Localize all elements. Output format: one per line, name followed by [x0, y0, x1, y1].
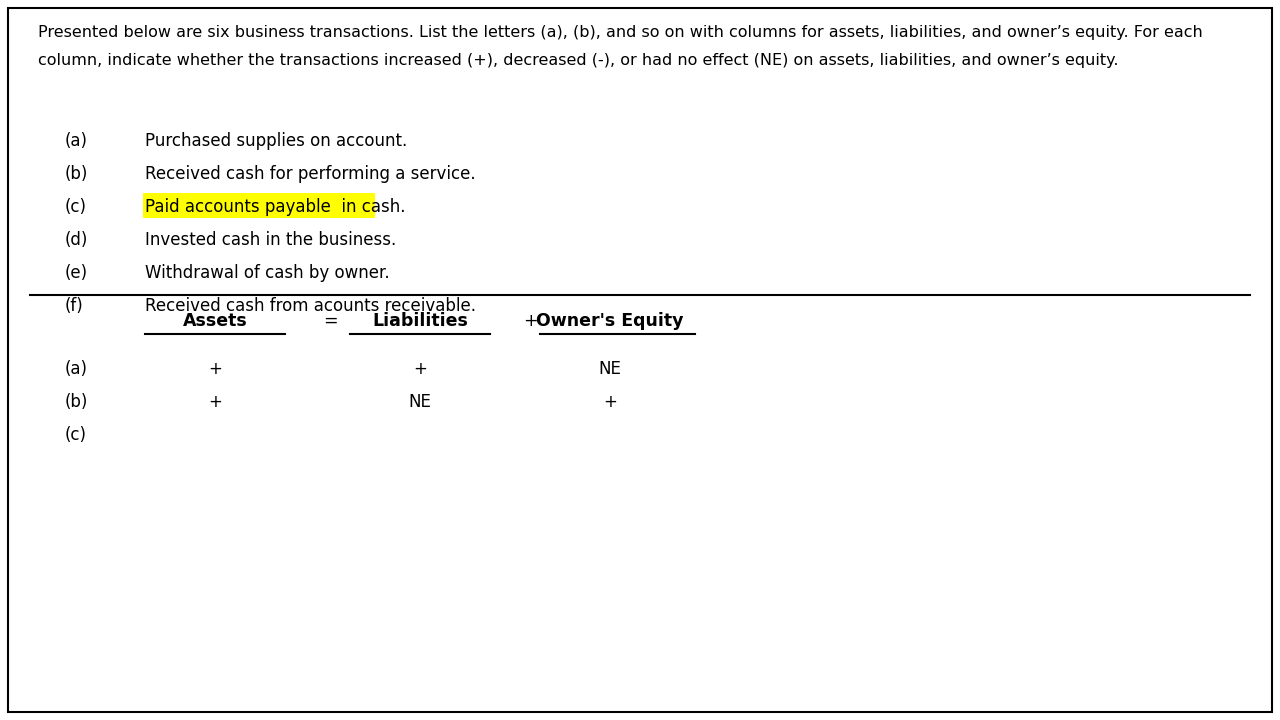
Text: (e): (e) — [65, 264, 88, 282]
Text: +: + — [209, 360, 221, 378]
Text: NE: NE — [408, 393, 431, 411]
Text: Liabilities: Liabilities — [372, 312, 468, 330]
Text: Owner's Equity: Owner's Equity — [536, 312, 684, 330]
FancyBboxPatch shape — [143, 193, 375, 218]
Text: (d): (d) — [65, 231, 88, 249]
Text: Invested cash in the business.: Invested cash in the business. — [145, 231, 397, 249]
Text: =: = — [323, 312, 338, 330]
Text: +: + — [522, 312, 538, 330]
Text: (b): (b) — [65, 165, 88, 183]
Text: +: + — [603, 393, 617, 411]
Text: NE: NE — [599, 360, 621, 378]
Text: Received cash from acounts receivable.: Received cash from acounts receivable. — [145, 297, 476, 315]
Text: (b): (b) — [65, 393, 88, 411]
Text: +: + — [413, 360, 428, 378]
Text: (c): (c) — [65, 426, 87, 444]
Text: +: + — [209, 393, 221, 411]
Text: Withdrawal of cash by owner.: Withdrawal of cash by owner. — [145, 264, 389, 282]
Text: Purchased supplies on account.: Purchased supplies on account. — [145, 132, 407, 150]
Text: (a): (a) — [65, 132, 88, 150]
Text: Paid accounts payable  in cash.: Paid accounts payable in cash. — [145, 198, 406, 216]
Text: (f): (f) — [65, 297, 83, 315]
Text: column, indicate whether the transactions increased (+), decreased (-), or had n: column, indicate whether the transaction… — [38, 53, 1119, 68]
Text: Assets: Assets — [183, 312, 247, 330]
FancyBboxPatch shape — [8, 8, 1272, 712]
Text: Presented below are six business transactions. List the letters (a), (b), and so: Presented below are six business transac… — [38, 25, 1203, 40]
Text: (c): (c) — [65, 198, 87, 216]
Text: Received cash for performing a service.: Received cash for performing a service. — [145, 165, 476, 183]
Text: (a): (a) — [65, 360, 88, 378]
